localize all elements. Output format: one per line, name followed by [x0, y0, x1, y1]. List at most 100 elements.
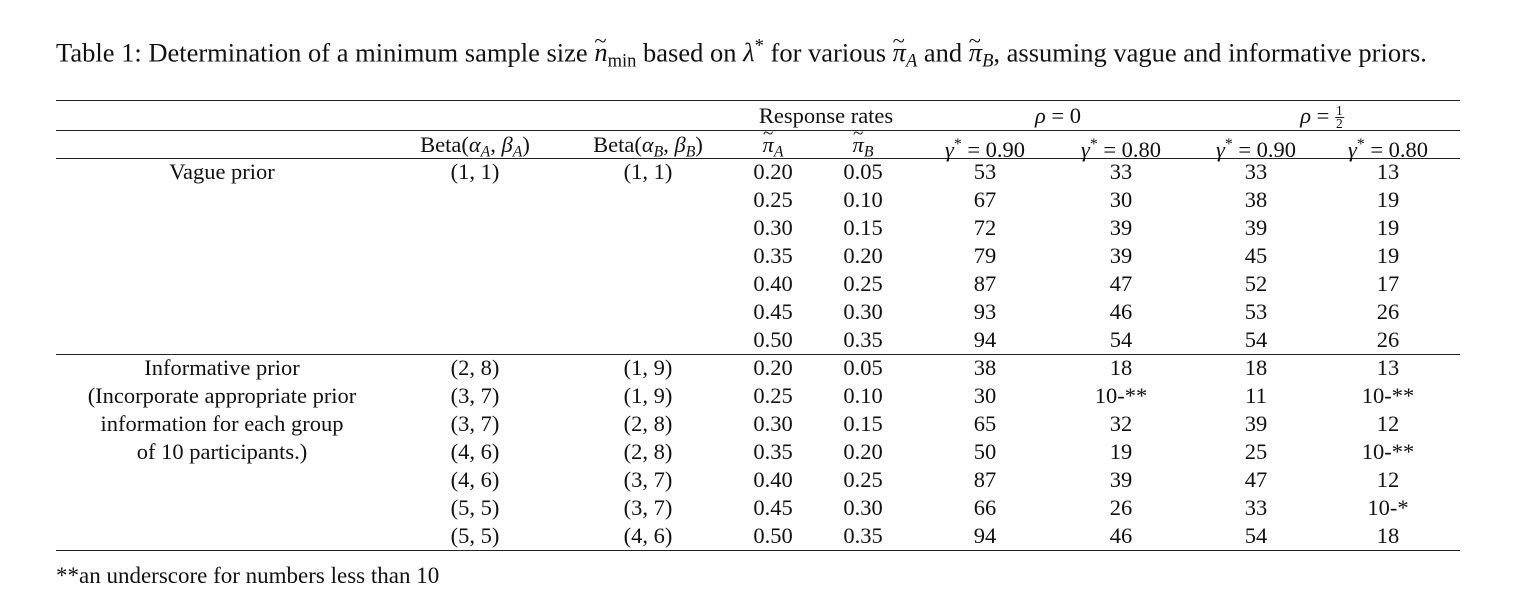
- table-cell-piA: 0.50: [753, 523, 793, 548]
- table-cell-rh-90: 39: [1244, 215, 1268, 240]
- table-cell-r0-80: 30: [1109, 187, 1133, 212]
- header-gamma-080-rhohalf: γ* = 0.80: [1347, 136, 1429, 162]
- table-cell-piA: 0.50: [753, 327, 793, 352]
- group-label-line: (Incorporate appropriate prior: [87, 383, 357, 408]
- table-cell-rh-80: 10-**: [1361, 439, 1415, 464]
- table-cell-betaA: (4, 6): [450, 439, 500, 464]
- table-cell-piA: 0.45: [753, 299, 793, 324]
- table-cell-betaB: (1, 9): [623, 383, 673, 408]
- caption-mid1: based on: [643, 37, 737, 68]
- table-cell-betaA: (3, 7): [450, 383, 500, 408]
- caption-suffix: , assuming vague and informative priors.: [993, 37, 1427, 68]
- table-cell-r0-90: 87: [973, 271, 997, 296]
- pi-a-symbol: πA: [893, 24, 918, 72]
- table-cell-r0-90: 87: [973, 467, 997, 492]
- table-cell-r0-90: 93: [973, 299, 997, 324]
- table-cell-rh-90: 33: [1244, 159, 1268, 184]
- table-cell-betaB: (1, 9): [623, 355, 673, 380]
- table-cell-r0-80: 47: [1109, 271, 1133, 296]
- caption-mid2: for various: [770, 37, 887, 68]
- table-cell-r0-90: 30: [973, 383, 997, 408]
- table-cell-betaB: (3, 7): [623, 495, 673, 520]
- table-cell-r0-90: 72: [973, 215, 997, 240]
- table-cell-r0-90: 38: [973, 355, 997, 380]
- table-cell-r0-90: 65: [973, 411, 997, 436]
- header-gamma-090-rho0: γ* = 0.90: [944, 136, 1026, 162]
- table-footnote: **an underscore for numbers less than 10: [56, 563, 440, 588]
- table-cell-rh-80: 12: [1376, 411, 1400, 436]
- group-label-line: of 10 participants.): [136, 439, 308, 464]
- group-label-line: Informative prior: [144, 355, 300, 380]
- table-cell-piB: 0.15: [843, 411, 883, 436]
- table-cell-betaB: (4, 6): [623, 523, 673, 548]
- table-cell-piA: 0.25: [753, 187, 793, 212]
- table-cell-betaA: (1, 1): [450, 159, 500, 184]
- table-cell-rh-90: 38: [1244, 187, 1268, 212]
- table-cell-piA: 0.30: [753, 215, 793, 240]
- table-cell-piA: 0.25: [753, 383, 793, 408]
- caption-and: and: [923, 37, 963, 68]
- header-rho-zero: ρ = 0: [1034, 103, 1082, 128]
- table-cell-rh-80: 17: [1376, 271, 1400, 296]
- table-cell-rh-90: 33: [1244, 495, 1268, 520]
- header-pi-b: πB: [853, 120, 874, 160]
- table-cell-r0-90: 50: [973, 439, 997, 464]
- table-cell-r0-90: 53: [973, 159, 997, 184]
- header-rule-2: [56, 158, 1460, 159]
- table-cell-piB: 0.05: [843, 159, 883, 184]
- header-gamma-080-rho0: γ* = 0.80: [1080, 136, 1162, 162]
- table-cell-piB: 0.15: [843, 215, 883, 240]
- table-cell-r0-80: 33: [1109, 159, 1133, 184]
- table-cell-r0-80: 46: [1109, 299, 1133, 324]
- table-cell-r0-80: 39: [1109, 467, 1133, 492]
- table-cell-betaA: (3, 7): [450, 411, 500, 436]
- table-cell-betaB: (2, 8): [623, 411, 673, 436]
- table-cell-rh-80: 10-*: [1367, 495, 1409, 520]
- table-cell-betaA: (5, 5): [450, 495, 500, 520]
- table-cell-piB: 0.30: [843, 495, 883, 520]
- table-cell-r0-80: 18: [1109, 355, 1133, 380]
- table-cell-piB: 0.25: [843, 467, 883, 492]
- table-cell-r0-90: 67: [973, 187, 997, 212]
- table-cell-rh-90: 11: [1245, 383, 1267, 408]
- table-cell-piB: 0.25: [843, 271, 883, 296]
- table-cell-piB: 0.35: [843, 327, 883, 352]
- group-separator-rule: [56, 354, 1460, 355]
- table-cell-piA: 0.40: [753, 467, 793, 492]
- table-cell-rh-90: 45: [1244, 243, 1268, 268]
- table-caption: Table 1: Determination of a minimum samp…: [56, 24, 1460, 78]
- table-cell-rh-90: 52: [1244, 271, 1268, 296]
- table-cell-rh-80: 10-**: [1361, 383, 1415, 408]
- header-gamma-090-rhohalf: γ* = 0.90: [1215, 136, 1297, 162]
- table-cell-betaB: (2, 8): [623, 439, 673, 464]
- table-cell-rh-80: 19: [1376, 243, 1400, 268]
- table-cell-piA: 0.40: [753, 271, 793, 296]
- header-response-rates: Response rates: [758, 103, 894, 128]
- table-cell-rh-80: 19: [1376, 187, 1400, 212]
- table-cell-piB: 0.35: [843, 523, 883, 548]
- table-cell-betaA: (2, 8): [450, 355, 500, 380]
- table-cell-rh-90: 39: [1244, 411, 1268, 436]
- table-cell-r0-90: 66: [973, 495, 997, 520]
- table-cell-r0-80: 39: [1109, 215, 1133, 240]
- table-cell-r0-80: 26: [1109, 495, 1133, 520]
- table-cell-rh-90: 25: [1244, 439, 1268, 464]
- n-min-symbol: nmin: [594, 24, 636, 72]
- table-cell-piA: 0.20: [753, 355, 793, 380]
- table-cell-rh-80: 13: [1376, 355, 1400, 380]
- table-cell-piB: 0.05: [843, 355, 883, 380]
- table-cell-piA: 0.35: [753, 439, 793, 464]
- group-label-line: Vague prior: [169, 159, 275, 184]
- table-cell-r0-90: 79: [973, 243, 997, 268]
- header-beta-b: Beta(αB, βB): [593, 132, 703, 161]
- table-cell-piA: 0.20: [753, 159, 793, 184]
- table-cell-rh-90: 47: [1244, 467, 1268, 492]
- table-cell-r0-80: 10-**: [1094, 383, 1148, 408]
- header-pi-a: πA: [763, 120, 784, 160]
- table-cell-rh-90: 54: [1244, 327, 1268, 352]
- table-cell-rh-80: 26: [1376, 299, 1400, 324]
- table-cell-piB: 0.20: [843, 439, 883, 464]
- table-cell-piB: 0.10: [843, 383, 883, 408]
- table-cell-rh-90: 54: [1244, 523, 1268, 548]
